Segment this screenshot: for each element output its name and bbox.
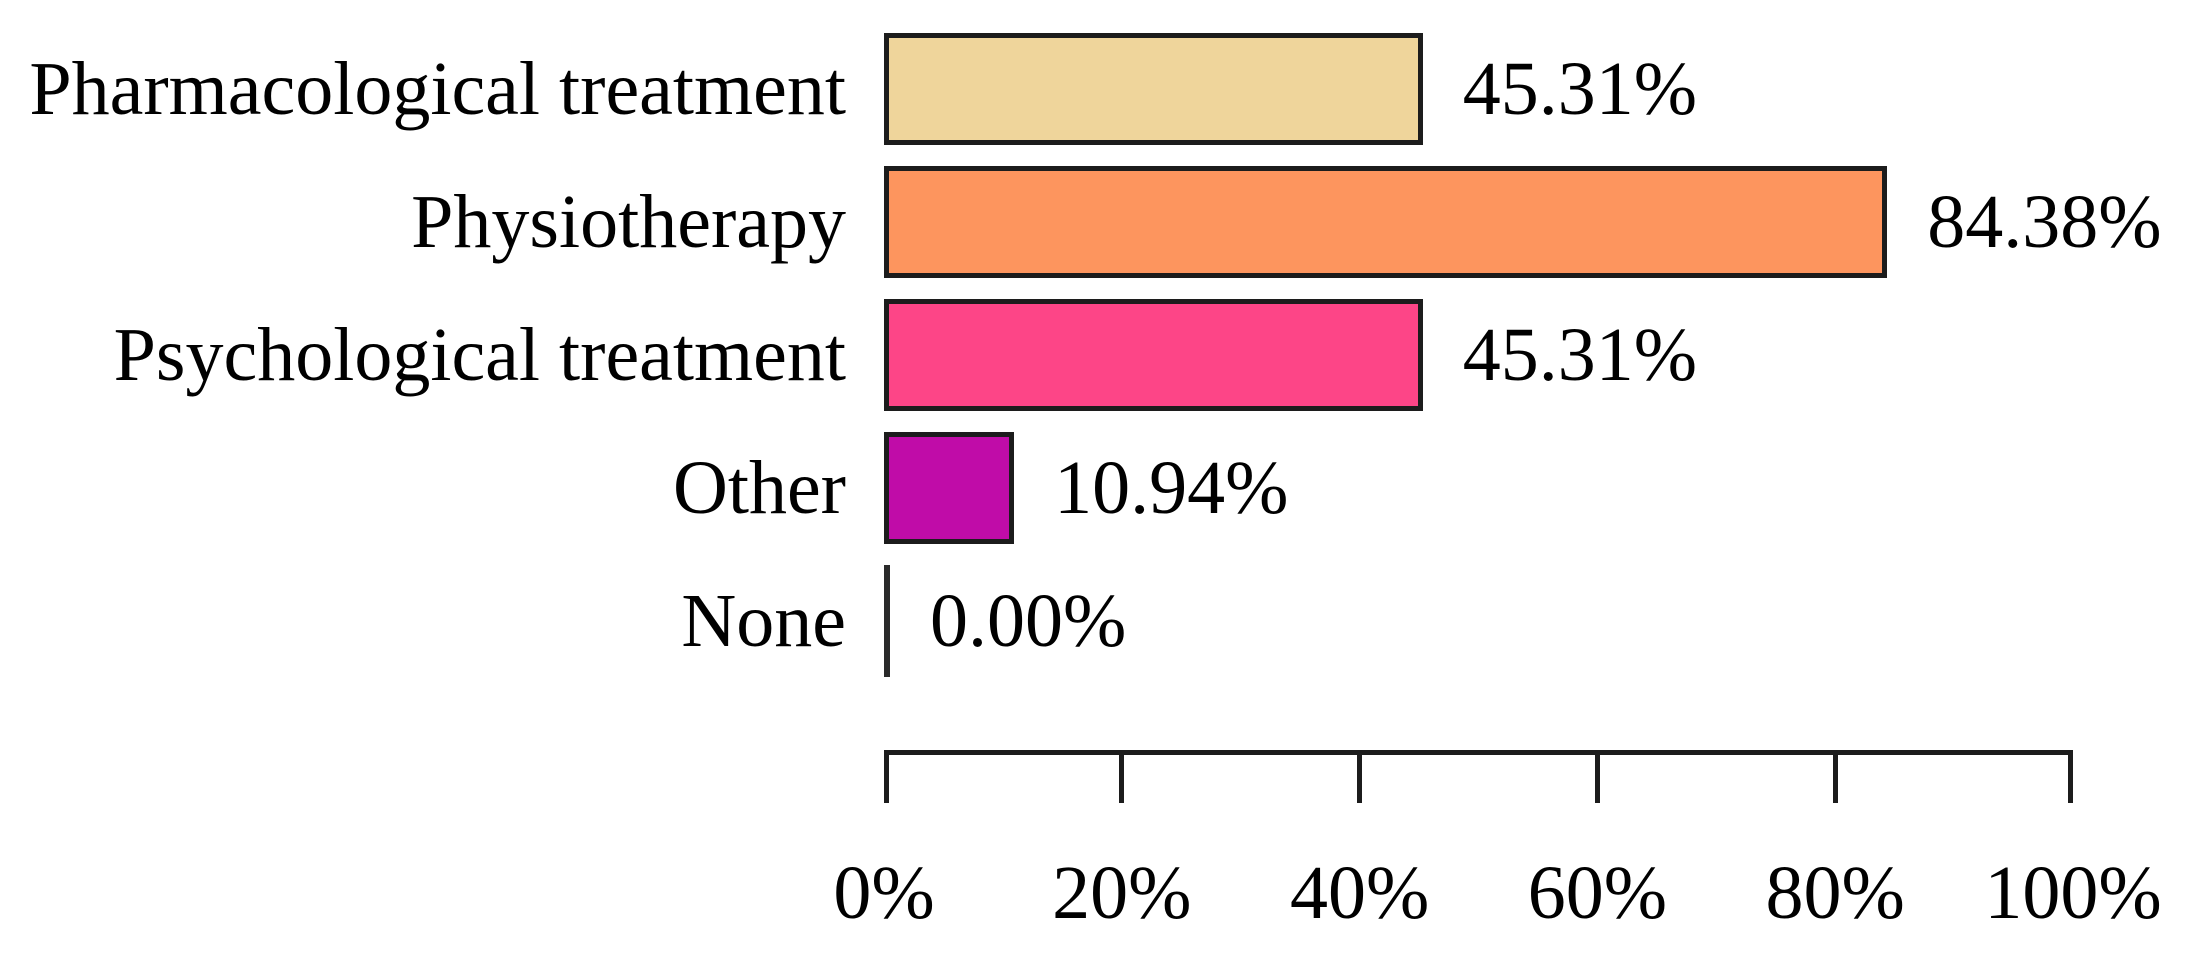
bar-area: 0.00% (884, 554, 2191, 687)
bar-other (884, 431, 1015, 544)
x-axis-tick-label: 20% (1052, 851, 1192, 935)
x-axis-tick-label: 60% (1527, 851, 1668, 935)
category-label: Pharmacological treatment (29, 46, 846, 131)
bar-none (884, 564, 890, 677)
x-axis-tick-label: 80% (1765, 851, 1905, 935)
category-label: Physiotherapy (411, 179, 846, 264)
bar-psychological (884, 298, 1423, 411)
bar-row-pharmacological: Pharmacological treatment 45.31% (0, 22, 2191, 155)
x-axis-tick (884, 750, 889, 803)
bar-area: 10.94% (884, 421, 2191, 554)
category-label: Psychological treatment (113, 312, 846, 397)
bar-row-other: Other 10.94% (0, 421, 2191, 554)
x-axis-tick-label: 0% (833, 851, 935, 935)
value-label: 0.00% (930, 578, 1127, 663)
x-axis-tick (1594, 750, 1600, 803)
value-label: 10.94% (1054, 445, 1289, 530)
x-axis-tick-label: 40% (1289, 851, 1430, 935)
x-axis-tick (1832, 750, 1838, 803)
category-label: None (681, 578, 846, 663)
x-axis-tick (2068, 750, 2073, 803)
chart-rows: Pharmacological treatment 45.31% Physiot… (0, 22, 2191, 687)
x-axis-tick-label: 100% (1984, 851, 2162, 935)
x-axis-tick (1119, 750, 1125, 803)
bar-row-psychological: Psychological treatment 45.31% (0, 288, 2191, 421)
value-label: 45.31% (1462, 312, 1698, 397)
bar-area: 84.38% (884, 155, 2191, 288)
bar-area: 45.31% (884, 288, 2191, 421)
bar-row-physiotherapy: Physiotherapy 84.38% (0, 155, 2191, 288)
x-axis-line (884, 750, 2073, 755)
value-label: 45.31% (1462, 46, 1698, 131)
bar-area: 45.31% (884, 22, 2191, 155)
bar-pharmacological (884, 32, 1423, 145)
x-axis: 0% 20% 40% 60% 80% 100% (833, 750, 2162, 950)
bar-physiotherapy (884, 165, 1888, 278)
x-axis-tick (1357, 750, 1363, 803)
value-label: 84.38% (1927, 179, 2162, 264)
category-label: Other (672, 445, 846, 530)
bar-row-none: None 0.00% (0, 554, 2191, 687)
